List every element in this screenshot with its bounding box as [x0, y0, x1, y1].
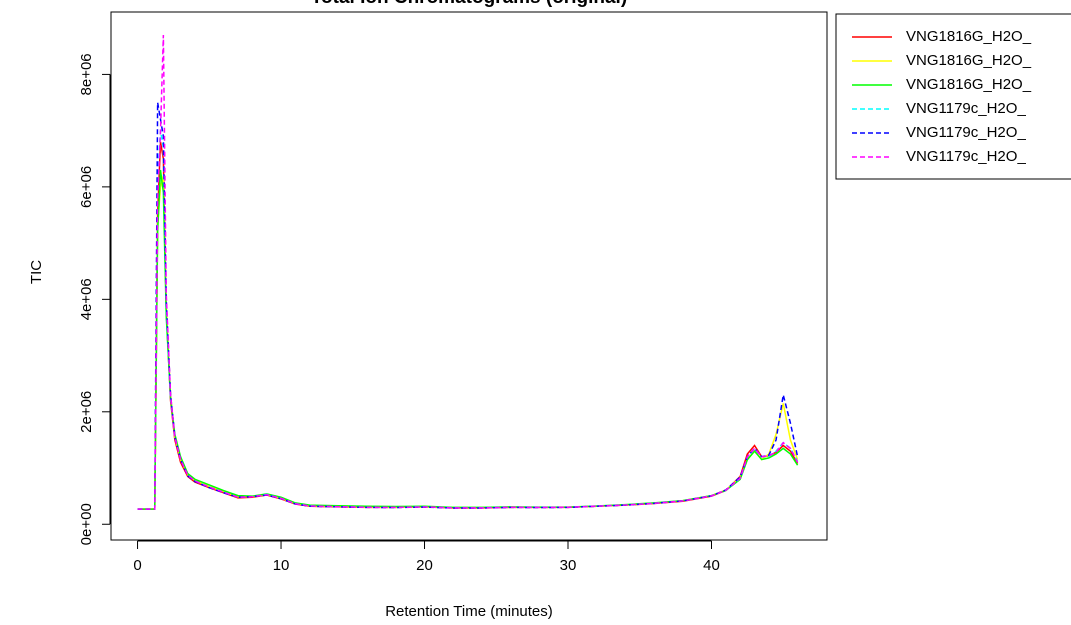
- legend-label: VNG1179c_H2O_: [906, 124, 1026, 141]
- series-line: [137, 141, 799, 510]
- chart-title: Total Ion Chromatograms (original): [311, 0, 627, 8]
- y-tick-label: 8e+06: [78, 53, 95, 95]
- series-line: [137, 175, 799, 510]
- x-tick-label: 10: [273, 557, 290, 574]
- y-tick-label: 4e+06: [78, 278, 95, 320]
- series-line: [137, 102, 799, 510]
- y-axis-label: TIC: [28, 260, 45, 284]
- x-tick-label: 40: [703, 557, 720, 574]
- legend-label: VNG1816G_H2O_: [906, 76, 1032, 93]
- y-tick-label: 0e+00: [78, 503, 95, 545]
- x-tick-label: 30: [560, 557, 577, 574]
- legend-label: VNG1179c_H2O_: [906, 148, 1026, 165]
- x-tick-label: 20: [416, 557, 433, 574]
- legend-label: VNG1179c_H2O_: [906, 100, 1026, 117]
- plot-box: [110, 11, 828, 541]
- series-line: [137, 130, 799, 510]
- legend-box: [835, 13, 1071, 180]
- x-axis-label: Retention Time (minutes): [385, 603, 553, 620]
- y-tick-label: 6e+06: [78, 166, 95, 208]
- x-tick-label: 0: [133, 557, 141, 574]
- legend-label: VNG1816G_H2O_: [906, 52, 1032, 69]
- y-tick-label: 2e+06: [78, 391, 95, 433]
- legend-label: VNG1816G_H2O_: [906, 28, 1032, 45]
- series-line: [137, 35, 799, 510]
- series-line: [137, 169, 799, 510]
